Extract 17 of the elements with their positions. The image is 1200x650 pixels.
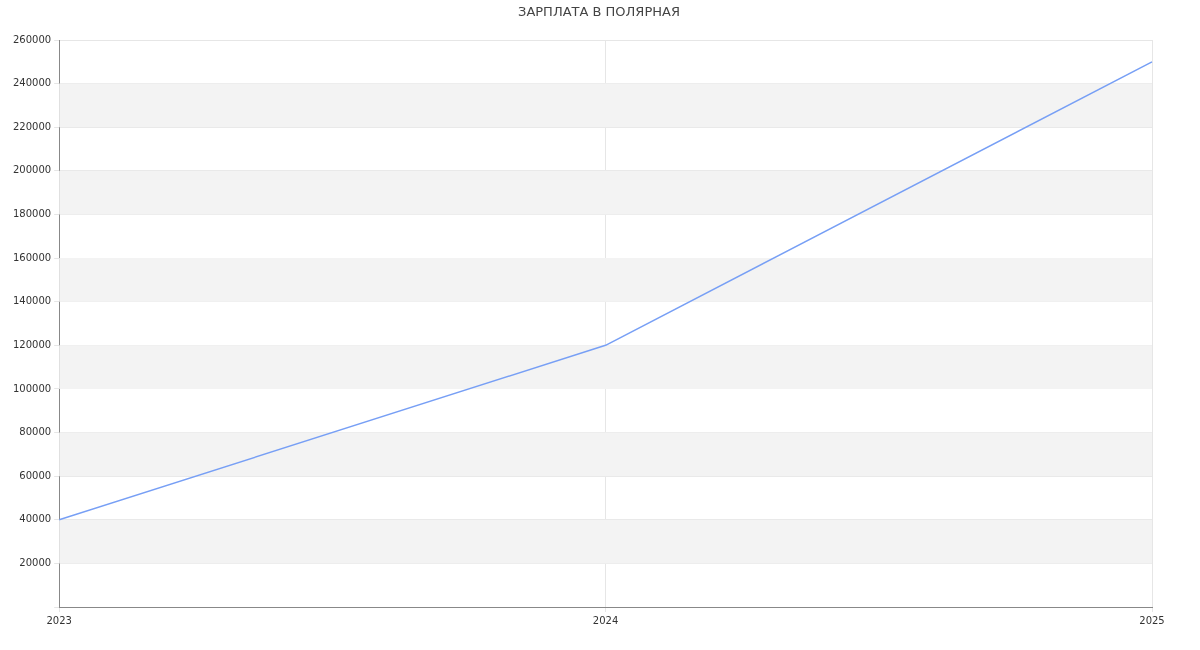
y-tick-label: 140000 [12,295,52,307]
y-tick-label: 20000 [19,556,52,568]
y-tick-label: 60000 [19,469,52,481]
y-tick-label: 220000 [12,120,52,132]
y-tick-label: 160000 [12,251,52,263]
y-tick-label: 100000 [12,382,52,394]
y-tick-label: 240000 [12,77,52,89]
x-tick-label: 2024 [592,614,619,626]
x-tick-label: 2023 [46,614,72,626]
x-tick-label: 2025 [1139,614,1165,626]
y-tick-label: 200000 [12,164,52,176]
y-tick-label: 180000 [12,208,52,220]
chart-title: ЗАРПЛАТА В ПОЛЯРНАЯ [517,4,681,19]
y-tick-label: 40000 [19,513,52,525]
y-tick-label: 120000 [12,338,52,350]
y-tick-label: 80000 [19,426,52,438]
y-tick-label: 260000 [12,33,52,45]
